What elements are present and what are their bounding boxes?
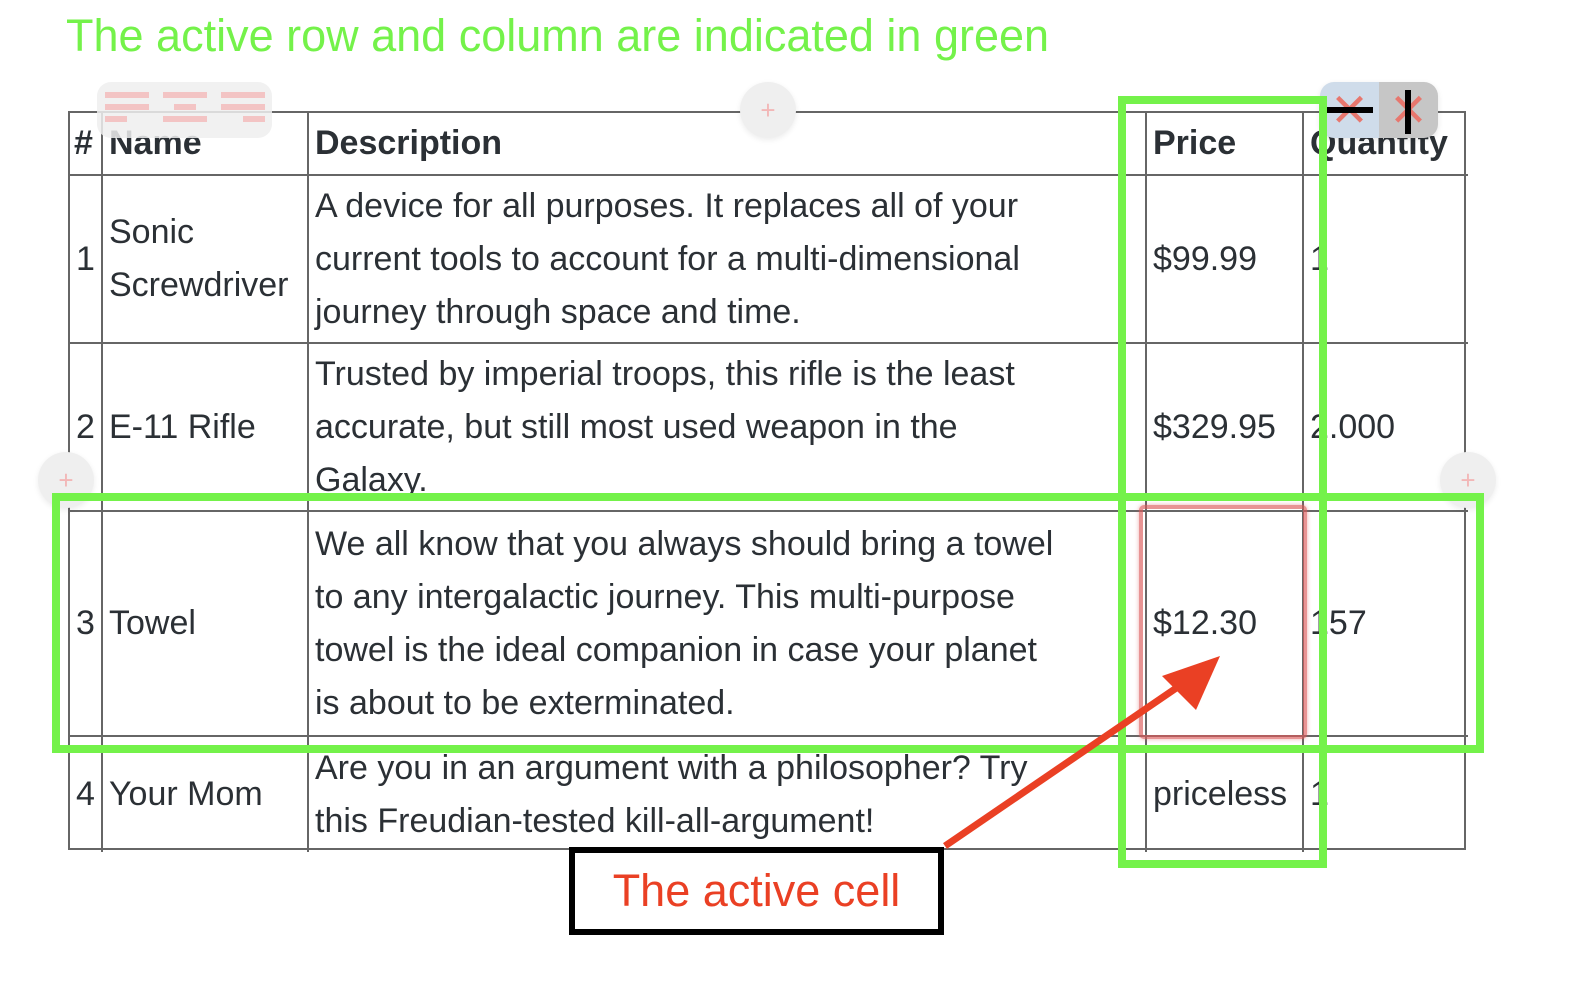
description-cell[interactable]: We all know that you always should bring… — [309, 512, 1147, 737]
num-cell[interactable]: 2 — [70, 344, 103, 512]
product-table: # Name Description Price Quantity 1 Sonic Screw… — [68, 111, 1468, 852]
price-cell[interactable]: $329.95 — [1147, 344, 1304, 512]
num-cell[interactable]: 1 — [70, 176, 103, 344]
price-cell[interactable]: priceless — [1147, 737, 1304, 852]
name-line: Towel — [109, 604, 196, 642]
align-center-icon[interactable] — [163, 92, 207, 128]
active-row-highlight — [52, 493, 1484, 753]
description-line: journey through space and time. — [315, 292, 801, 331]
description-cell[interactable]: Are you in an argument with a philosophe… — [309, 737, 1147, 852]
align-right-icon[interactable] — [221, 92, 265, 128]
description-line: Are you in an argument with a philosophe… — [315, 748, 1028, 787]
arrow-head-icon — [1162, 656, 1220, 710]
description-line: to any intergalactic journey. This multi… — [315, 577, 1015, 616]
name-cell[interactable]: Towel — [103, 512, 309, 737]
delete-row-button[interactable]: ✕ — [1320, 82, 1379, 138]
header-cell[interactable]: Description — [309, 113, 1147, 176]
name-cell[interactable]: E-11 Rifle — [103, 344, 309, 512]
num-cell[interactable]: 3 — [70, 512, 103, 737]
description-cell[interactable]: A device for all purposes. It replaces a… — [309, 176, 1147, 344]
name-cell[interactable]: Your Mom — [103, 737, 309, 852]
header-cell[interactable]: Price — [1147, 113, 1304, 176]
description-line: Galaxy. — [315, 460, 428, 499]
description-line: accurate, but still most used weapon in … — [315, 407, 958, 446]
delete-toolbar: ✕ ✕ — [1320, 82, 1438, 138]
alignment-toolbar — [97, 82, 272, 138]
description-line: towel is the ideal companion in case you… — [315, 630, 1037, 669]
name-line: Screwdriver — [109, 266, 289, 304]
name-line: Sonic — [109, 213, 195, 251]
active-cell-label-text: The active cell — [612, 865, 901, 916]
name-cell[interactable]: Sonic Screwdriver — [103, 176, 309, 344]
active-column-highlight — [1118, 96, 1327, 868]
active-cell-label: The active cell — [569, 847, 944, 935]
description-line: is about to be exterminated. — [315, 683, 735, 722]
description-line: this Freudian-tested kill-all-argument! — [315, 801, 875, 840]
price-cell[interactable]: $99.99 — [1147, 176, 1304, 344]
delete-column-button[interactable]: ✕ — [1379, 82, 1438, 138]
description-cell[interactable]: Trusted by imperial troops, this rifle i… — [309, 344, 1147, 512]
description-line: We all know that you always should bring… — [315, 524, 1054, 563]
description-line: Trusted by imperial troops, this rifle i… — [315, 354, 1015, 393]
active-cell-highlight — [1139, 505, 1307, 739]
add-column-button[interactable]: + — [740, 82, 796, 138]
name-line: E-11 Rifle — [109, 407, 256, 446]
header-cell[interactable]: # — [70, 113, 103, 176]
description-line: A device for all purposes. It replaces a… — [315, 186, 1019, 225]
name-line: Your Mom — [109, 775, 263, 813]
description-line: current tools to account for a multi-dim… — [315, 239, 1020, 278]
annotation-title: The active row and column are indicated … — [66, 10, 1050, 61]
num-cell[interactable]: 4 — [70, 737, 103, 852]
align-left-icon[interactable] — [105, 92, 149, 128]
